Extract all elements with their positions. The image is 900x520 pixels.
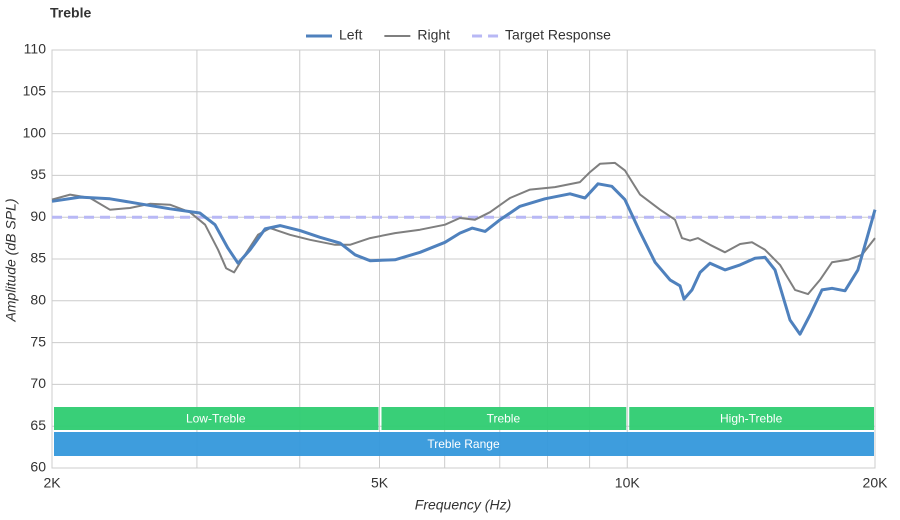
x-tick-label: 2K bbox=[43, 475, 61, 491]
region-label: Treble bbox=[487, 412, 521, 426]
y-tick-label: 75 bbox=[30, 333, 46, 349]
x-tick-label: 5K bbox=[371, 475, 389, 491]
y-tick-label: 70 bbox=[30, 375, 46, 391]
series-line bbox=[51, 182, 877, 336]
y-tick-label: 85 bbox=[30, 250, 46, 266]
y-tick-label: 60 bbox=[30, 459, 46, 475]
region-band bbox=[381, 407, 627, 430]
legend-label: Left bbox=[339, 27, 362, 43]
y-tick-label: 100 bbox=[23, 124, 47, 140]
legend-label: Right bbox=[417, 27, 450, 43]
legend-label: Target Response bbox=[505, 27, 611, 43]
x-tick-label: 10K bbox=[615, 475, 641, 491]
x-axis-label: Frequency (Hz) bbox=[415, 497, 511, 513]
series-line bbox=[51, 161, 876, 296]
y-tick-label: 110 bbox=[24, 41, 47, 57]
y-tick-label: 90 bbox=[30, 208, 46, 224]
region-band bbox=[629, 407, 874, 430]
y-tick-label: 105 bbox=[23, 83, 47, 99]
region-band bbox=[54, 432, 874, 456]
chart-title: Treble bbox=[50, 5, 91, 21]
y-tick-label: 80 bbox=[30, 292, 46, 308]
region-band bbox=[54, 407, 379, 430]
y-tick-label: 95 bbox=[30, 166, 46, 182]
x-tick-label: 20K bbox=[863, 475, 889, 491]
region-label: Treble Range bbox=[427, 437, 500, 451]
region-label: Low-Treble bbox=[186, 412, 246, 426]
region-label: High-Treble bbox=[720, 412, 783, 426]
y-tick-label: 65 bbox=[30, 417, 46, 433]
y-axis-label: Amplitude (dB SPL) bbox=[3, 199, 19, 323]
